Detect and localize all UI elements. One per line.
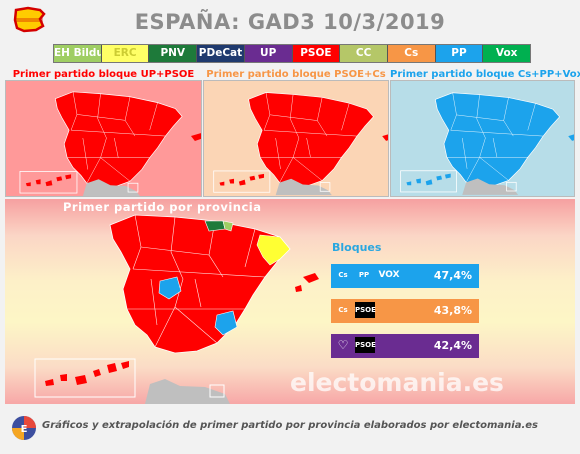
block-value-cs-pp-vox: 47,4% bbox=[433, 269, 472, 282]
panel-title-cs-pp-vox: Primer partido bloque Cs+PP+Vox bbox=[390, 69, 580, 80]
blocks-title: Bloques bbox=[332, 241, 382, 254]
pp-logo: PP bbox=[358, 271, 370, 279]
panel-title-psoe-cs: Primer partido bloque PSOE+Cs bbox=[206, 69, 386, 80]
watermark: electomania.es bbox=[290, 368, 504, 397]
legend-chip-cc: CC bbox=[340, 45, 388, 62]
panel-title-up-psoe: Primer partido bloque UP+PSOE bbox=[12, 69, 195, 80]
block-bar-cs-pp-vox: Cs PP VOX 47,4% bbox=[331, 264, 479, 288]
block-value-psoe-cs: 43,8% bbox=[433, 304, 472, 317]
map-panel-psoe-cs bbox=[203, 80, 389, 197]
map-panel-up-psoe bbox=[5, 80, 202, 197]
cs-logo: Cs bbox=[338, 271, 348, 279]
psoe-logo: PSOE bbox=[355, 302, 376, 318]
main-map-area bbox=[5, 199, 575, 404]
legend-chip-cs: Cs bbox=[387, 45, 436, 62]
block-bar-psoe-cs: Cs PSOE 43,8% bbox=[331, 299, 479, 323]
psoe-logo: PSOE bbox=[355, 337, 376, 353]
legend-chip-pdecat: PDeCat bbox=[197, 45, 245, 62]
map-panel-cs-pp-vox bbox=[390, 80, 575, 197]
cs-logo: Cs bbox=[338, 306, 348, 314]
svg-text:E: E bbox=[21, 424, 28, 435]
legend-chip-eh-bildu: EH Bildu bbox=[54, 45, 102, 62]
main-map-title: Primer partido por provincia bbox=[63, 200, 262, 214]
spain-flag-icon bbox=[13, 6, 46, 33]
legend-chip-pp: PP bbox=[435, 45, 484, 62]
legend-chip-pnv: PNV bbox=[149, 45, 198, 62]
vox-logo: VOX bbox=[378, 270, 400, 280]
legend-chip-up: UP bbox=[244, 45, 293, 62]
party-legend: EH Bildu ERC PNV PDeCat UP PSOE CC Cs PP Vox bbox=[53, 44, 531, 63]
main-spain-map bbox=[34, 214, 319, 404]
block-bar-up-psoe: ♡ PSOE 42,4% bbox=[331, 334, 479, 358]
podemos-heart-icon: ♡ bbox=[337, 338, 349, 352]
electomania-logo-icon: E bbox=[12, 416, 36, 440]
footer-credits: Gráficos y extrapolación de primer parti… bbox=[41, 420, 538, 431]
legend-chip-erc: ERC bbox=[101, 45, 150, 62]
legend-chip-vox: Vox bbox=[483, 45, 531, 62]
legend-chip-psoe: PSOE bbox=[292, 45, 341, 62]
page-title: ESPAÑA: GAD3 10/3/2019 bbox=[134, 10, 446, 34]
block-value-up-psoe: 42,4% bbox=[433, 339, 472, 352]
